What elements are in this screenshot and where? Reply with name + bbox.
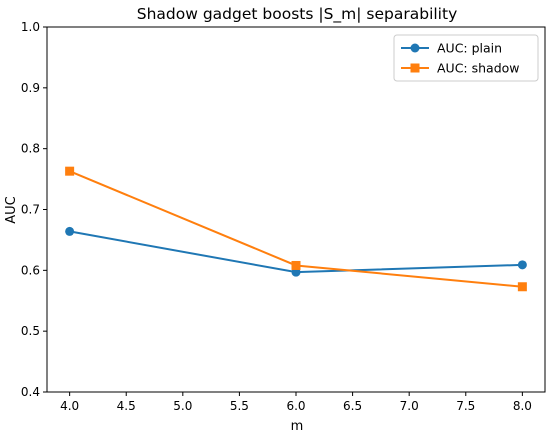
x-tick-label: 5.0 xyxy=(173,399,192,413)
x-tick-label: 8.0 xyxy=(513,399,532,413)
data-point-square xyxy=(517,282,527,292)
y-axis-label: AUC xyxy=(4,196,19,224)
legend-label: AUC: plain xyxy=(437,41,502,56)
legend-marker-square xyxy=(410,63,420,73)
y-tick-label: 0.7 xyxy=(21,203,40,217)
x-tick-label: 5.5 xyxy=(230,399,249,413)
data-point-square xyxy=(65,166,75,176)
chart-title: Shadow gadget boosts |S_m| separability xyxy=(137,5,458,24)
x-tick-label: 7.5 xyxy=(456,399,475,413)
x-tick-label: 6.0 xyxy=(286,399,305,413)
y-tick-label: 0.8 xyxy=(21,142,40,156)
y-axis: 0.4 0.5 0.6 0.7 0.8 0.9 1.0 xyxy=(21,20,47,399)
plot-frame xyxy=(46,26,546,393)
x-tick-label: 4.0 xyxy=(60,399,79,413)
y-tick-label: 0.4 xyxy=(21,385,40,399)
legend: AUC: plain AUC: shadow xyxy=(393,34,539,82)
y-tick-label: 0.6 xyxy=(21,263,40,277)
series-layer xyxy=(65,166,527,292)
legend-label: AUC: shadow xyxy=(437,61,520,76)
x-tick-label: 7.0 xyxy=(400,399,419,413)
legend-box xyxy=(393,34,539,82)
y-tick-label: 0.5 xyxy=(21,324,40,338)
x-axis-label: m xyxy=(291,419,304,434)
y-tick-label: 1.0 xyxy=(21,20,40,34)
plot-area xyxy=(46,26,546,393)
legend-marker-circle xyxy=(410,43,420,53)
data-point-circle xyxy=(517,260,527,270)
data-point-circle xyxy=(65,226,75,236)
x-tick-label: 4.5 xyxy=(117,399,136,413)
y-tick-label: 0.9 xyxy=(21,81,40,95)
x-axis: 4.0 4.5 5.0 5.5 6.0 6.5 7.0 7.5 8.0 xyxy=(60,392,532,413)
x-tick-label: 6.5 xyxy=(343,399,362,413)
data-point-square xyxy=(291,260,301,270)
